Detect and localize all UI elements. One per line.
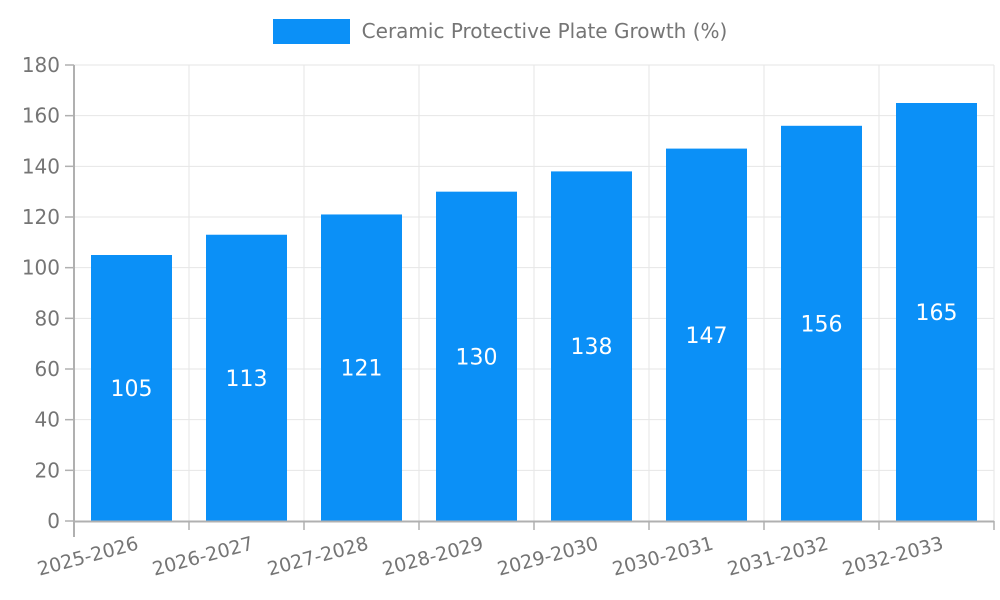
x-tick-label: 2030-2031 — [610, 533, 716, 581]
x-tick-label: 2029-2030 — [495, 533, 601, 581]
x-tick-label: 2028-2029 — [380, 533, 486, 581]
bar-2027-2028[interactable] — [321, 214, 402, 522]
y-tick-label: 160 — [22, 104, 60, 128]
bar-value-label: 147 — [686, 324, 728, 349]
bar-2032-2033[interactable] — [896, 103, 977, 522]
bar-2030-2031[interactable] — [666, 148, 747, 522]
bar-value-label: 105 — [111, 377, 153, 402]
x-tick-label: 2025-2026 — [35, 533, 141, 581]
y-tick-label: 40 — [35, 408, 60, 432]
legend-swatch-icon — [272, 18, 350, 44]
y-tick-label: 0 — [47, 509, 60, 533]
x-tick-label: 2032-2033 — [840, 533, 946, 581]
bar-value-label: 113 — [226, 367, 268, 392]
chart-legend: Ceramic Protective Plate Growth (%) — [0, 14, 1000, 48]
x-tick-label: 2031-2032 — [725, 533, 831, 581]
bar-value-label: 130 — [456, 345, 498, 370]
bar-2029-2030[interactable] — [551, 171, 632, 522]
bar-2026-2027[interactable] — [206, 234, 287, 522]
y-tick-label: 60 — [35, 357, 60, 381]
bar-2028-2029[interactable] — [436, 191, 517, 522]
bar-value-label: 138 — [571, 335, 613, 360]
y-tick-label: 120 — [22, 205, 60, 229]
y-tick-label: 80 — [35, 306, 60, 330]
bar-value-label: 156 — [801, 312, 843, 337]
legend-item[interactable]: Ceramic Protective Plate Growth (%) — [272, 18, 728, 44]
y-tick-label: 180 — [22, 53, 60, 77]
y-tick-label: 140 — [22, 154, 60, 178]
bar-2031-2032[interactable] — [781, 125, 862, 523]
x-tick-label: 2026-2027 — [150, 533, 256, 581]
y-tick-label: 20 — [35, 458, 60, 482]
x-tick-label: 2027-2028 — [265, 533, 371, 581]
bar-2025-2026[interactable] — [91, 255, 172, 522]
bar-value-label: 121 — [341, 357, 383, 382]
bar-value-label: 165 — [916, 301, 958, 326]
legend-label: Ceramic Protective Plate Growth (%) — [361, 19, 728, 43]
y-tick-label: 100 — [22, 256, 60, 280]
